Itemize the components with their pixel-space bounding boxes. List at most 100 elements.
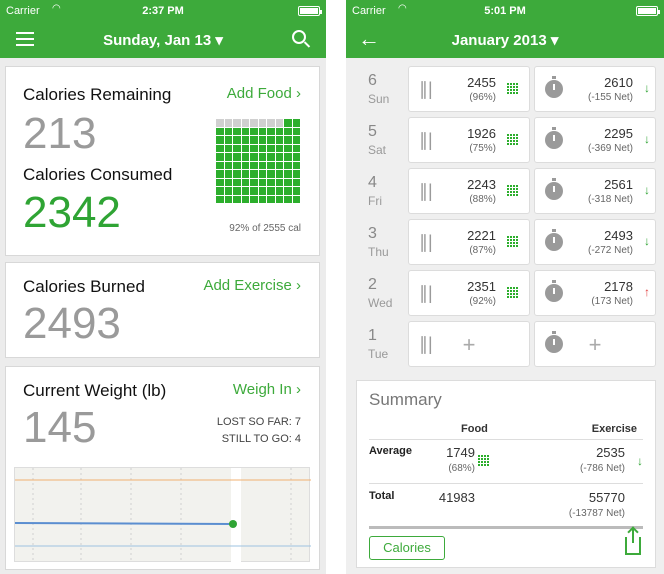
current-weight-heading: Current Weight (lb): [23, 381, 167, 400]
calorie-grid-cell: [275, 119, 283, 127]
add-exercise-link[interactable]: Add Exercise ›: [203, 277, 301, 294]
calorie-grid-cell: [258, 127, 266, 135]
exercise-net: (-155 Net): [587, 92, 633, 103]
exercise-cell[interactable]: 2295 (-369 Net) ↓: [534, 117, 656, 163]
down-arrow-icon: ↓: [644, 234, 650, 248]
exercise-calories: 2610: [604, 75, 633, 90]
food-cell[interactable]: ∥| 2221 (87%): [408, 219, 530, 265]
food-cell[interactable]: ∥| +: [408, 321, 530, 367]
calorie-grid-cell: [267, 127, 275, 135]
calorie-grid-cell: [275, 187, 283, 195]
lost-so-far: LOST SO FAR: 7: [216, 416, 301, 428]
add-food-plus-icon[interactable]: +: [462, 332, 476, 357]
dashboard-screen: Carrier ◠ 2:37 PM Sunday, Jan 13 ▾ Calor…: [0, 0, 326, 574]
exercise-cell[interactable]: 2493 (-272 Net) ↓: [534, 219, 656, 265]
calorie-grid-cell: [241, 144, 249, 152]
calorie-grid-cell: [233, 170, 241, 178]
calorie-grid-cell: [250, 187, 258, 195]
food-cell[interactable]: ∥| 1926 (75%): [408, 117, 530, 163]
calorie-grid-cell: [267, 178, 275, 186]
calorie-grid-cell: [258, 170, 266, 178]
calorie-grid-cell: [292, 170, 300, 178]
exercise-cell[interactable]: +: [534, 321, 656, 367]
back-arrow-icon[interactable]: ←: [358, 26, 380, 51]
calorie-grid-cell: [284, 136, 292, 144]
food-cell[interactable]: ∥| 2455 (96%): [408, 66, 530, 112]
exercise-calories: 2493: [604, 228, 633, 243]
day-row[interactable]: 3 Thu ∥| 2221 (87%) 2493 (-272 Net) ↓: [346, 219, 664, 265]
calorie-grid-cell: [241, 136, 249, 144]
calorie-grid-cell: [224, 153, 232, 161]
carrier-label: Carrier: [6, 5, 40, 17]
down-arrow-icon: ↓: [637, 454, 643, 468]
divider: [369, 483, 643, 484]
status-bar: Carrier ◠ 2:37 PM: [0, 0, 326, 22]
exercise-cell[interactable]: 2610 (-155 Net) ↓: [534, 66, 656, 112]
percent-of-goal: 92% of 2555 cal: [229, 223, 301, 234]
weight-chart-svg: [14, 468, 311, 563]
calorie-grid-cell: [233, 144, 241, 152]
calorie-grid-cell: [292, 187, 300, 195]
calorie-grid-cell: [284, 170, 292, 178]
day-row[interactable]: 5 Sat ∥| 1926 (75%) 2295 (-369 Net) ↓: [346, 117, 664, 163]
wifi-icon: ◠: [398, 3, 407, 14]
calorie-grid-cell: [275, 153, 283, 161]
share-icon[interactable]: [625, 529, 641, 555]
calorie-grid-cell: [267, 195, 275, 203]
date-selector[interactable]: Sunday, Jan 13 ▾: [103, 32, 223, 49]
calorie-grid-cell: [258, 187, 266, 195]
search-icon[interactable]: [292, 30, 306, 44]
calorie-grid-cell: [250, 144, 258, 152]
menu-icon[interactable]: [16, 32, 34, 46]
calorie-grid-cell: [275, 136, 283, 144]
average-exercise-net: (-786 Net): [579, 463, 625, 474]
exercise-calories: 2561: [604, 177, 633, 192]
calorie-grid-cell: [216, 144, 224, 152]
food-calories: 2243: [467, 177, 496, 192]
calories-toggle-button[interactable]: Calories: [369, 536, 445, 560]
day-number: 3: [368, 225, 377, 242]
weigh-in-link[interactable]: Weigh In ›: [232, 381, 301, 398]
food-column-header: Food: [461, 423, 488, 435]
calorie-grid-cell: [258, 161, 266, 169]
calorie-grid-cell: [284, 178, 292, 186]
calorie-grid-cell: [216, 136, 224, 144]
food-cell[interactable]: ∥| 2243 (88%): [408, 168, 530, 214]
exercise-cell[interactable]: 2178 (173 Net) ↑: [534, 270, 656, 316]
calorie-grid-cell: [284, 119, 292, 127]
day-name: Wed: [368, 296, 393, 310]
add-food-link[interactable]: Add Food ›: [226, 85, 301, 102]
current-weight-value: 145: [23, 403, 97, 452]
food-percent: (87%): [469, 245, 496, 256]
calorie-grid-cell: [233, 178, 241, 186]
food-cell[interactable]: ∥| 2351 (92%): [408, 270, 530, 316]
calorie-grid-cell: [216, 170, 224, 178]
month-selector[interactable]: January 2013 ▾: [451, 32, 559, 49]
day-number: 6: [368, 72, 377, 89]
up-arrow-icon: ↑: [644, 285, 650, 299]
calorie-grid-cell: [241, 153, 249, 161]
exercise-cell[interactable]: 2561 (-318 Net) ↓: [534, 168, 656, 214]
summary-card: Summary Food Exercise Average 1749 (68%)…: [356, 380, 656, 568]
calorie-grid-cell: [224, 119, 232, 127]
down-arrow-icon: ↓: [644, 132, 650, 146]
day-row[interactable]: 2 Wed ∥| 2351 (92%) 2178 (173 Net) ↑: [346, 270, 664, 316]
food-percent: (92%): [469, 296, 496, 307]
stopwatch-icon: [545, 229, 563, 251]
carrier-label: Carrier: [352, 5, 386, 17]
day-row[interactable]: 4 Fri ∥| 2243 (88%) 2561 (-318 Net) ↓: [346, 168, 664, 214]
food-calories: 1926: [467, 126, 496, 141]
calorie-grid-cell: [292, 119, 300, 127]
calorie-grid-cell: [258, 178, 266, 186]
calorie-grid-cell: [292, 127, 300, 135]
add-exercise-plus-icon[interactable]: +: [588, 332, 602, 357]
exercise-calories: 2295: [604, 126, 633, 141]
calorie-grid-cell: [241, 127, 249, 135]
day-row[interactable]: 6 Sun ∥| 2455 (96%) 2610 (-155 Net) ↓: [346, 66, 664, 112]
stopwatch-icon: [545, 331, 563, 353]
clock: 2:37 PM: [142, 5, 184, 17]
calorie-grid-cell: [216, 161, 224, 169]
day-row[interactable]: 1 Tue ∥| + +: [346, 321, 664, 367]
stopwatch-icon: [545, 127, 563, 149]
exercise-net: (-318 Net): [587, 194, 633, 205]
